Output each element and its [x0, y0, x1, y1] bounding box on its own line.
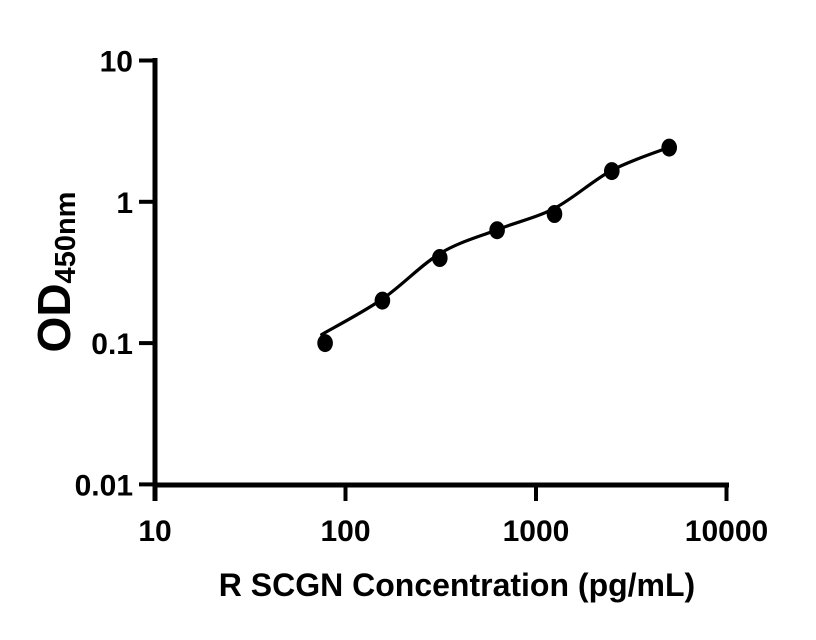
y-axis-title: OD450nm [28, 192, 82, 353]
x-tick-label: 10 [138, 515, 171, 548]
x-axis-ticks: 10 100 1000 10000 [138, 485, 768, 548]
y-tick-label: 1 [116, 187, 133, 220]
y-axis-title-subscript: 450nm [50, 192, 82, 284]
y-axis-title-main: OD [28, 283, 80, 352]
data-point [661, 138, 677, 157]
x-tick-label: 1000 [503, 515, 570, 548]
x-tick-label: 10000 [685, 515, 768, 548]
data-point [317, 334, 333, 353]
data-point [546, 205, 563, 223]
y-axis-ticks: 10 1 0.1 0.01 [75, 46, 155, 502]
x-tick-label: 100 [320, 515, 370, 548]
x-axis-title: R SCGN Concentration (pg/mL) [219, 567, 695, 603]
data-point [489, 221, 505, 240]
axes [152, 58, 729, 501]
data-series [317, 138, 677, 353]
data-point [604, 162, 620, 181]
data-point [432, 249, 448, 267]
y-tick-label: 0.1 [91, 328, 133, 361]
y-tick-label: 10 [100, 46, 133, 79]
y-tick-label: 0.01 [75, 469, 133, 502]
data-point [374, 291, 391, 310]
